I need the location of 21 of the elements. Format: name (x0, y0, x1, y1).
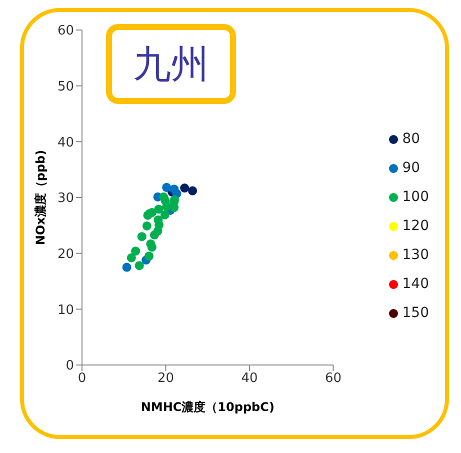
legend-label: 140 (402, 276, 429, 292)
y-tick-label: 20 (57, 246, 74, 262)
y-tick-label: 60 (57, 24, 74, 39)
x-tick-label: 0 (78, 371, 86, 386)
x-tick-label: 20 (157, 371, 174, 386)
y-tick-label: 0 (66, 358, 74, 374)
legend-label: 120 (402, 218, 429, 234)
y-axis-title: NOx濃度（ppb) (33, 150, 48, 246)
legend-label: 80 (402, 131, 420, 147)
legend-label: 90 (402, 160, 420, 176)
legend-label: 150 (402, 305, 429, 321)
y-tick-label: 40 (57, 135, 74, 150)
y-tick-label: 30 (57, 191, 74, 206)
x-axis-title: NMHC濃度（10ppbC) (140, 400, 274, 414)
chart-title: 九州 (106, 24, 236, 104)
legend-label: 130 (402, 247, 429, 263)
legend-label: 100 (402, 189, 429, 205)
y-tick-label: 50 (57, 79, 74, 94)
x-tick-label: 40 (241, 371, 258, 386)
y-tick-label: 10 (57, 302, 74, 318)
x-tick-label: 60 (324, 371, 342, 386)
